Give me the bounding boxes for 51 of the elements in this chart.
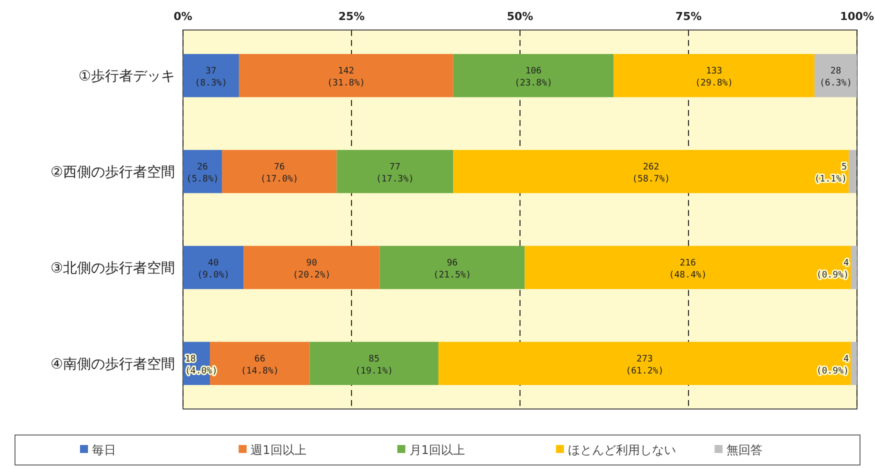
bar [244,246,380,290]
bar [850,246,857,290]
x-tick-label: 75% [675,10,702,23]
bar [453,54,614,98]
y-tick-label: ②西側の歩行者空間 [50,164,175,181]
legend-label: 週1回以上 [250,443,306,457]
data-label: 4 (0.9%) [816,354,849,376]
data-label: 216 (48.4%) [668,258,707,280]
bar [438,342,851,386]
data-label: 106 (23.8%) [514,66,552,89]
data-label: 133 (29.8%) [695,66,734,89]
data-label: 66 (14.8%) [240,354,279,376]
bar [183,150,222,194]
x-tick-label: 50% [506,10,534,23]
legend-label: 毎日 [92,443,116,457]
data-label: 273 (61.2%) [626,354,664,376]
legend-label: 月1回以上 [409,443,465,457]
data-label: 85 (19.1%) [355,354,394,376]
bar [183,246,244,290]
bar [183,54,239,98]
legend-label: 無回答 [726,443,763,457]
data-label: 28 (6.3%) [820,66,852,89]
y-tick-label: ①歩行者デッキ [78,68,175,85]
data-label: 5 (1.1%) [814,162,847,185]
bar [614,54,815,98]
data-label: 37 (8.3%) [194,66,228,89]
data-label: 4 (0.9%) [816,258,849,280]
y-tick-label: ④南側の歩行者空間 [50,356,175,372]
bar [310,342,438,386]
data-label: 90 (20.2%) [292,258,331,280]
legend-label: ほとんど利用しない [568,443,676,457]
x-tick-label: 0% [174,10,192,23]
bar [380,246,525,290]
data-label: 40 (9.0%) [197,258,230,280]
data-label: 96 (21.5%) [433,258,472,280]
bar [850,342,857,386]
x-tick-label: 25% [338,10,365,23]
bar [238,54,454,98]
data-label: 76 (17.0%) [260,162,298,185]
data-label: 77 (17.3%) [376,162,414,185]
bar [814,54,857,98]
data-label: 26 (5.8%) [186,162,219,185]
x-tick-label: 100% [840,10,874,23]
data-label: 142 (31.8%) [327,66,366,89]
y-tick-label: ③北側の歩行者空間 [50,260,175,276]
bar [524,246,851,290]
bar [222,150,337,194]
data-label: 262 (58.7%) [632,162,670,185]
bar [453,150,849,194]
bar [848,150,856,194]
bar [336,150,454,194]
